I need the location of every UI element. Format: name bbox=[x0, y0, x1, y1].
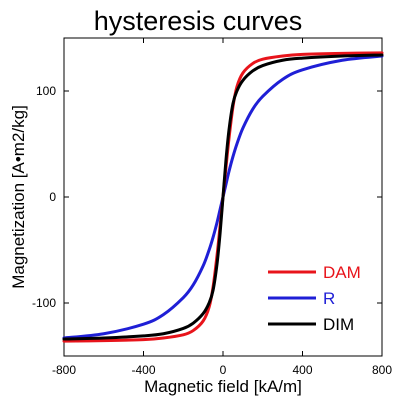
ticks-group: -800 -400 0 400 800 100 0 -100 bbox=[32, 38, 392, 377]
series-dim-line bbox=[62, 53, 384, 341]
y-tick-label: 0 bbox=[49, 190, 56, 204]
x-tick-label: -800 bbox=[52, 363, 76, 377]
legend-label-r: R bbox=[323, 289, 335, 308]
legend-label-dim: DIM bbox=[323, 315, 354, 334]
x-tick-label: 800 bbox=[372, 363, 392, 377]
y-tick-label: 100 bbox=[36, 84, 56, 98]
x-axis-title: Magnetic field [kA/m] bbox=[144, 377, 302, 396]
x-tick-label: 0 bbox=[220, 363, 227, 377]
x-tick-label: 400 bbox=[292, 363, 312, 377]
chart-title: hysteresis curves bbox=[94, 6, 303, 36]
y-axis-title: Magnetization [A•m2/kg] bbox=[9, 105, 28, 289]
y-tick-label: -100 bbox=[32, 296, 56, 310]
x-tick-label: -400 bbox=[131, 363, 155, 377]
legend-label-dam: DAM bbox=[323, 263, 361, 282]
curves-group bbox=[62, 51, 384, 343]
legend: DAM R DIM bbox=[268, 263, 361, 334]
